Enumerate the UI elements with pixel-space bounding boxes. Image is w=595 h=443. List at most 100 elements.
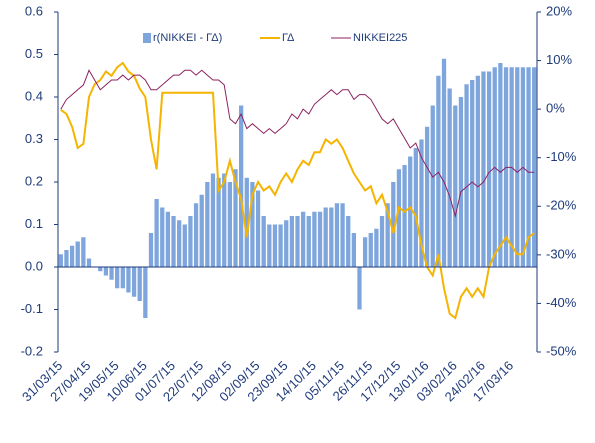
bar: [255, 190, 261, 267]
bar: [391, 182, 396, 267]
y2-tick-label: 0%: [546, 101, 565, 116]
bar: [312, 211, 317, 267]
bar: [424, 126, 430, 267]
bar: [379, 216, 385, 267]
bar: [193, 203, 199, 267]
bar: [289, 216, 295, 267]
bar: [306, 216, 311, 267]
bar: [441, 58, 447, 267]
bar: [334, 203, 340, 267]
bar: [481, 71, 486, 267]
bar: [109, 267, 114, 280]
bar: [227, 182, 233, 267]
bar: [165, 211, 171, 267]
bar: [346, 216, 351, 267]
bar: [239, 105, 244, 267]
bar: [261, 216, 266, 267]
bar: [284, 220, 289, 267]
bar: [402, 165, 407, 267]
bar: [486, 71, 492, 267]
bar: [317, 211, 323, 267]
y-tick-label: 0.3: [25, 131, 43, 146]
bar: [419, 139, 424, 267]
bar: [58, 254, 63, 267]
bar: [64, 250, 69, 267]
bar: [413, 148, 418, 267]
legend-swatch: [143, 33, 151, 43]
bar: [98, 267, 103, 272]
bar: [205, 182, 210, 267]
bar: [368, 233, 373, 267]
bar: [143, 267, 148, 318]
bar: [182, 224, 187, 267]
bar: [340, 203, 345, 267]
bar: [464, 84, 469, 267]
y-tick-label: 0.5: [25, 46, 43, 61]
line-series: [60, 69, 535, 218]
bar: [131, 267, 137, 297]
legend-label: NIKKEI225: [353, 32, 407, 44]
bar: [323, 207, 328, 267]
bar: [75, 241, 80, 267]
bar: [199, 194, 204, 267]
bar: [120, 267, 125, 289]
bar: [233, 169, 238, 267]
bar: [470, 80, 475, 267]
legend-label: r(NIKKEI - ΓΔ): [153, 32, 222, 44]
bar: [447, 88, 452, 267]
bar: [267, 224, 272, 267]
y-tick-label: -0.2: [21, 343, 43, 358]
bar: [177, 220, 182, 267]
y-tick-label: 0.2: [25, 173, 43, 188]
bar: [86, 258, 92, 267]
y-tick-label: 0.0: [25, 258, 43, 273]
bar: [278, 224, 283, 267]
bar: [160, 207, 165, 267]
y-tick-label: 0.4: [25, 88, 43, 103]
bar: [188, 216, 193, 267]
bar: [137, 267, 142, 301]
bar: [244, 177, 249, 267]
y-tick-label: 0.6: [25, 3, 43, 18]
bar: [453, 105, 458, 267]
bar: [436, 75, 441, 267]
bar: [515, 67, 520, 267]
y-tick-label: 0.1: [25, 216, 43, 231]
y2-tick-label: -40%: [546, 295, 577, 310]
bar: [526, 67, 531, 267]
bar: [210, 173, 216, 267]
bar: [171, 216, 176, 267]
bar: [498, 63, 503, 267]
line-series: [60, 61, 535, 320]
bar: [250, 182, 255, 267]
bar: [396, 169, 402, 267]
bar: [81, 237, 86, 267]
bar: [272, 224, 278, 267]
bar: [115, 267, 120, 289]
y2-tick-label: 20%: [546, 3, 572, 18]
y-tick-label: -0.1: [21, 301, 43, 316]
y2-tick-label: -10%: [546, 149, 577, 164]
bar: [295, 216, 300, 267]
y2-tick-label: -50%: [546, 343, 577, 358]
bar: [408, 156, 413, 267]
bar: [385, 203, 390, 267]
bar: [103, 267, 109, 276]
bar: [222, 173, 227, 267]
y2-tick-label: 10%: [546, 52, 572, 67]
bar: [329, 207, 334, 267]
bar: [351, 233, 356, 267]
bar: [475, 75, 480, 267]
bar: [126, 267, 131, 293]
bar: [154, 199, 159, 267]
bar: [362, 237, 368, 267]
bar: [357, 267, 362, 310]
bar: [300, 211, 306, 267]
bar: [458, 97, 464, 267]
y2-tick-label: -30%: [546, 246, 577, 261]
y2-tick-label: -20%: [546, 198, 577, 213]
bar: [69, 245, 75, 267]
legend-label: ΓΔ: [282, 32, 295, 44]
bar: [148, 233, 154, 267]
